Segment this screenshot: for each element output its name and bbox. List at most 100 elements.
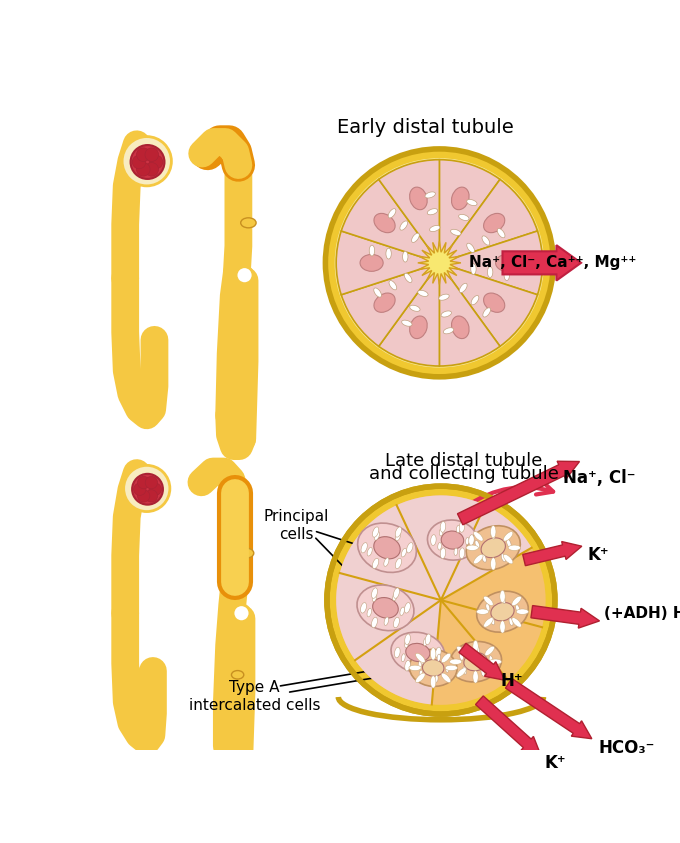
- Wedge shape: [439, 263, 537, 346]
- Ellipse shape: [500, 590, 505, 603]
- Ellipse shape: [371, 617, 377, 628]
- Ellipse shape: [464, 652, 488, 671]
- Ellipse shape: [454, 548, 458, 556]
- Ellipse shape: [427, 209, 438, 215]
- Ellipse shape: [483, 618, 493, 627]
- Wedge shape: [341, 263, 439, 346]
- Ellipse shape: [486, 604, 490, 611]
- Ellipse shape: [409, 187, 427, 210]
- FancyArrow shape: [459, 643, 505, 680]
- Ellipse shape: [466, 545, 478, 550]
- FancyArrow shape: [503, 245, 581, 281]
- Ellipse shape: [389, 281, 396, 290]
- Ellipse shape: [367, 547, 372, 556]
- Ellipse shape: [411, 234, 420, 243]
- Ellipse shape: [374, 537, 401, 559]
- Ellipse shape: [360, 603, 367, 613]
- Ellipse shape: [435, 647, 441, 658]
- Circle shape: [134, 483, 146, 496]
- Ellipse shape: [441, 531, 464, 549]
- Wedge shape: [439, 263, 500, 366]
- Ellipse shape: [477, 609, 489, 615]
- Text: HCO₃⁻: HCO₃⁻: [599, 739, 655, 757]
- Ellipse shape: [441, 311, 452, 317]
- Ellipse shape: [425, 660, 431, 671]
- Ellipse shape: [405, 603, 410, 613]
- Circle shape: [145, 163, 158, 176]
- Ellipse shape: [462, 667, 466, 674]
- FancyArrow shape: [458, 461, 579, 525]
- Circle shape: [122, 137, 171, 185]
- Ellipse shape: [420, 670, 422, 677]
- Ellipse shape: [405, 660, 410, 671]
- Text: (+ADH) H₂O: (+ADH) H₂O: [604, 606, 680, 621]
- Ellipse shape: [483, 213, 505, 233]
- Ellipse shape: [481, 555, 486, 562]
- Ellipse shape: [469, 534, 474, 545]
- Ellipse shape: [409, 649, 457, 686]
- Ellipse shape: [386, 248, 391, 259]
- Ellipse shape: [400, 607, 405, 615]
- Ellipse shape: [401, 548, 407, 557]
- FancyArrow shape: [531, 605, 600, 628]
- Ellipse shape: [460, 283, 467, 293]
- Ellipse shape: [373, 593, 377, 602]
- Ellipse shape: [471, 264, 476, 275]
- Ellipse shape: [501, 596, 505, 604]
- Ellipse shape: [395, 527, 402, 537]
- Ellipse shape: [443, 328, 454, 334]
- Ellipse shape: [384, 617, 388, 626]
- Ellipse shape: [374, 288, 381, 298]
- Circle shape: [137, 163, 150, 176]
- Ellipse shape: [430, 225, 440, 232]
- Circle shape: [133, 155, 146, 169]
- Ellipse shape: [512, 618, 522, 627]
- Wedge shape: [439, 180, 537, 263]
- Ellipse shape: [449, 659, 462, 664]
- Wedge shape: [336, 496, 532, 705]
- Ellipse shape: [473, 671, 478, 683]
- Ellipse shape: [452, 316, 469, 339]
- Text: and collecting tubule: and collecting tubule: [369, 464, 559, 482]
- Ellipse shape: [402, 320, 412, 326]
- Ellipse shape: [357, 585, 414, 631]
- Ellipse shape: [481, 668, 485, 676]
- Ellipse shape: [435, 675, 438, 682]
- Ellipse shape: [512, 596, 522, 605]
- Text: H⁺: H⁺: [501, 672, 524, 690]
- Ellipse shape: [483, 293, 505, 313]
- Ellipse shape: [503, 532, 513, 541]
- Ellipse shape: [449, 642, 502, 682]
- Ellipse shape: [396, 532, 401, 540]
- Ellipse shape: [439, 529, 443, 536]
- Ellipse shape: [473, 555, 483, 564]
- Ellipse shape: [466, 537, 469, 545]
- Ellipse shape: [395, 558, 402, 569]
- Ellipse shape: [491, 603, 514, 621]
- Ellipse shape: [425, 634, 431, 645]
- Ellipse shape: [476, 646, 479, 653]
- Ellipse shape: [424, 638, 427, 646]
- Ellipse shape: [358, 524, 416, 572]
- Wedge shape: [439, 231, 543, 295]
- Circle shape: [335, 158, 544, 368]
- Ellipse shape: [375, 532, 379, 540]
- Ellipse shape: [446, 665, 449, 673]
- Ellipse shape: [475, 540, 479, 548]
- Ellipse shape: [490, 617, 494, 625]
- Circle shape: [131, 145, 165, 179]
- Circle shape: [149, 483, 161, 496]
- Ellipse shape: [360, 255, 383, 271]
- Ellipse shape: [374, 293, 395, 313]
- Ellipse shape: [490, 525, 496, 538]
- Ellipse shape: [415, 673, 425, 683]
- Ellipse shape: [483, 308, 490, 317]
- Ellipse shape: [515, 604, 520, 612]
- Ellipse shape: [457, 668, 466, 677]
- Ellipse shape: [371, 588, 377, 599]
- Ellipse shape: [456, 525, 460, 533]
- Ellipse shape: [477, 591, 528, 632]
- Ellipse shape: [430, 534, 436, 545]
- Ellipse shape: [441, 673, 451, 683]
- Ellipse shape: [373, 598, 398, 618]
